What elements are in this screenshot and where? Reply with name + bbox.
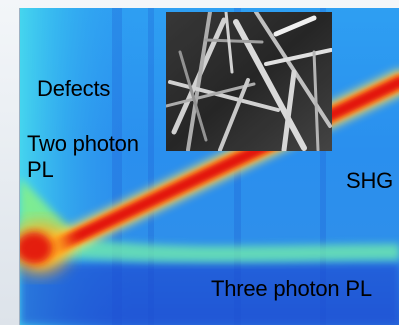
annotation-three-photon-pl: Three photon PL: [211, 276, 372, 301]
annotation-defects: Defects: [37, 76, 111, 101]
three-photon-band: [20, 228, 399, 262]
heatmap-bottom-band: [20, 263, 399, 325]
inset-micrograph-svg: [166, 12, 332, 151]
annotation-two-photon-pl: Two photon PL: [27, 131, 139, 182]
annotation-shg: SHG: [346, 168, 394, 193]
hotspot-core: [20, 232, 52, 264]
nanowires: [166, 12, 332, 151]
inset-micrograph: [166, 12, 332, 151]
